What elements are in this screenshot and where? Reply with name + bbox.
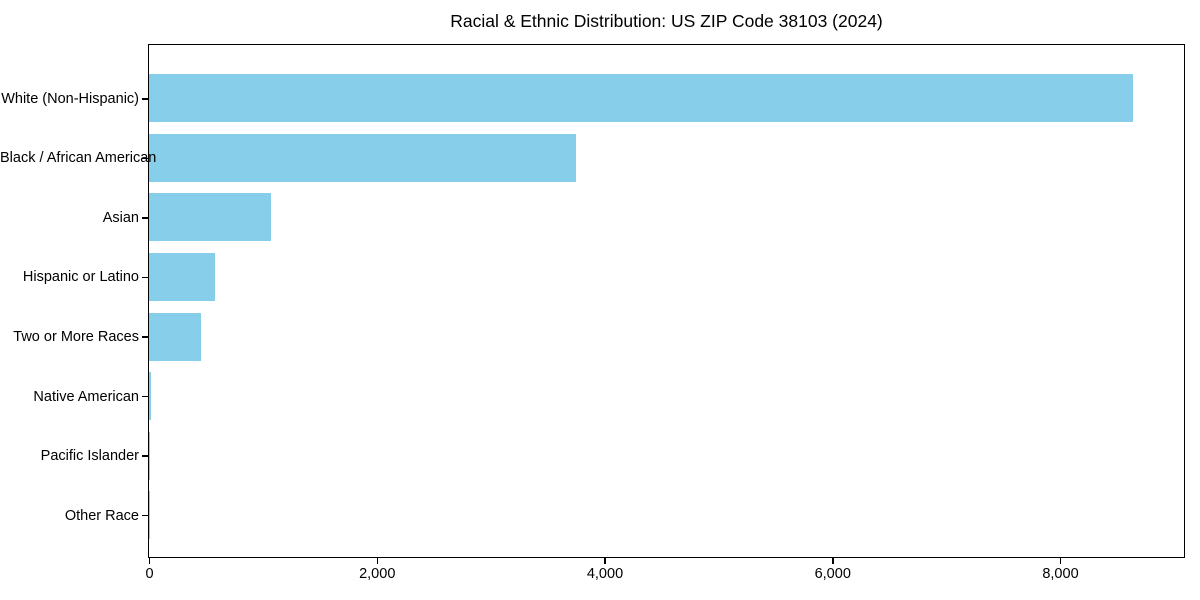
y-tick-label: Two or More Races: [13, 329, 139, 345]
x-tick-label: 0: [145, 566, 154, 582]
y-tick-mark: [142, 455, 148, 457]
y-tick-mark: [142, 514, 148, 517]
bar: [149, 431, 150, 480]
y-tick-mark: [142, 336, 148, 338]
bar: [149, 312, 202, 361]
x-tick-mark: [148, 558, 151, 564]
x-tick-label: 6,000: [814, 566, 851, 582]
y-tick-mark: [142, 157, 148, 160]
chart-title: Racial & Ethnic Distribution: US ZIP Cod…: [450, 11, 883, 31]
x-tick-mark: [832, 558, 834, 564]
bar: [149, 252, 216, 301]
y-tick-mark: [142, 276, 148, 279]
y-tick-mark: [142, 98, 148, 100]
bar: [149, 193, 271, 242]
y-tick-label: White (Non-Hispanic): [1, 90, 139, 107]
y-tick-label: Native American: [33, 388, 139, 405]
x-tick-label: 8,000: [1042, 566, 1079, 582]
y-tick-label: Hispanic or Latino: [22, 269, 139, 286]
x-tick-mark: [1059, 558, 1062, 564]
x-tick-mark: [604, 558, 606, 564]
y-tick-label: Black / African American: [0, 150, 157, 167]
bar: [149, 372, 151, 421]
plot-area: [148, 44, 1185, 558]
y-tick-label: Other Race: [64, 507, 139, 524]
y-tick-mark: [142, 217, 148, 219]
y-tick-label: Pacific Islander: [40, 448, 139, 465]
bar: [149, 133, 577, 182]
x-tick-label: 4,000: [586, 566, 624, 582]
y-tick-mark: [142, 395, 148, 398]
y-tick-label: Asian: [102, 209, 139, 226]
bar: [149, 74, 1133, 123]
x-tick-label: 2,000: [359, 566, 396, 582]
x-tick-mark: [376, 558, 378, 564]
